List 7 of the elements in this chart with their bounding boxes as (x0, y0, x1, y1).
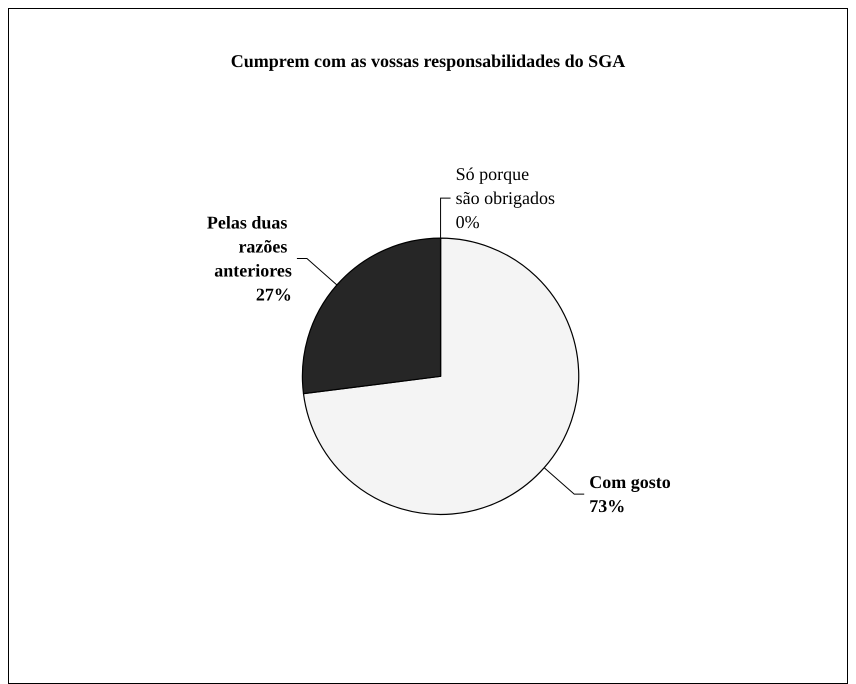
data-label: 27% (256, 284, 292, 305)
slice-label: Pelas duas razões anteriores (206, 212, 292, 281)
slice-label: Com gosto (589, 472, 671, 492)
category-label: Só porque são obrigados (456, 164, 556, 208)
chart-title: Cumprem com as vossas responsabilidades do SGA (230, 51, 626, 71)
text: 0% (456, 212, 480, 232)
data-label: 73% (589, 496, 626, 516)
